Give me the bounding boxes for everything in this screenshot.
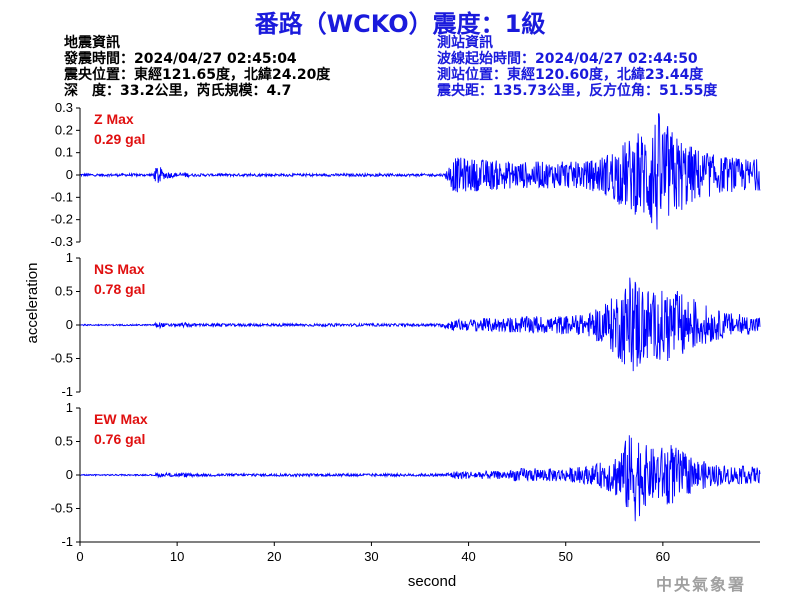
y-tick-label: -0.1: [51, 189, 73, 204]
max-value-ns: 0.78 gal: [94, 281, 145, 297]
station-info-heading: 測站資訊: [437, 35, 493, 51]
chart-title: 番路（WCKO）震度：1級: [254, 10, 546, 38]
max-label-ew: EW Max: [94, 411, 148, 427]
y-tick-label: 0: [66, 467, 73, 482]
y-tick-label: 1: [66, 400, 73, 415]
x-tick-label: 40: [461, 549, 475, 564]
panel-z: -0.3 -0.2 -0.1 0 0.1 0.2 0.3 Z Max 0.29 gal: [51, 100, 761, 249]
y-tick-label: 0.1: [55, 145, 73, 160]
y-tick-label: -1: [61, 534, 73, 549]
x-axis-label: second: [408, 573, 456, 590]
station-location: 測站位置：東經120.60度，北緯23.44度: [437, 67, 704, 83]
station-epicentral-distance: 震央距：135.73公里，反方位角：51.55度: [437, 83, 718, 99]
y-tick-label: 0.5: [55, 284, 73, 299]
station-wave-start-time: 波線起始時間：2024/04/27 02:44:50: [437, 51, 698, 67]
agency-watermark: 中央氣象署: [656, 575, 747, 594]
x-tick-label: 60: [656, 549, 670, 564]
y-tick-label: 1: [66, 250, 73, 265]
max-label-ns: NS Max: [94, 261, 145, 277]
max-label-z: Z Max: [94, 111, 134, 127]
panel-ew: -1 -0.5 0 0.5 1 EW Max 0.76 gal: [51, 400, 761, 549]
x-tick-label: 30: [364, 549, 378, 564]
max-value-ew: 0.76 gal: [94, 431, 145, 447]
y-tick-label: -0.5: [51, 351, 73, 366]
quake-depth-magnitude: 深 度：33.2公里，芮氏規模：4.7: [64, 83, 292, 99]
waveform-trace-ns: [79, 277, 761, 372]
x-tick-label: 10: [170, 549, 184, 564]
y-tick-label: -0.5: [51, 501, 73, 516]
waveform-trace-ew: [79, 435, 761, 522]
y-tick-label: 0: [66, 167, 73, 182]
quake-origin-time: 發震時間：2024/04/27 02:45:04: [64, 51, 297, 67]
quake-info-heading: 地震資訊: [64, 35, 120, 51]
quake-info-block: 地震資訊 發震時間：2024/04/27 02:45:04 震央位置：東經121…: [64, 35, 330, 99]
y-tick-label: 0: [66, 317, 73, 332]
y-tick-label: 0.2: [55, 122, 73, 137]
waveform-trace-z: [80, 113, 761, 230]
x-tick-label: 50: [558, 549, 572, 564]
y-tick-label: 0.3: [55, 100, 73, 115]
x-tick-label: 0: [76, 549, 83, 564]
station-info-block: 測站資訊 波線起始時間：2024/04/27 02:44:50 測站位置：東經1…: [437, 35, 717, 99]
y-axis-label: acceleration: [24, 263, 41, 344]
max-value-z: 0.29 gal: [94, 131, 145, 147]
quake-epicenter-location: 震央位置：東經121.65度，北緯24.20度: [64, 67, 331, 83]
y-tick-label: -0.2: [51, 212, 73, 227]
x-tick-label: 20: [267, 549, 281, 564]
y-tick-label: -1: [61, 384, 73, 399]
y-tick-label: 0.5: [55, 434, 73, 449]
panel-ns: -1 -0.5 0 0.5 1 NS Max 0.78 gal: [51, 250, 761, 399]
y-tick-label: -0.3: [51, 234, 73, 249]
